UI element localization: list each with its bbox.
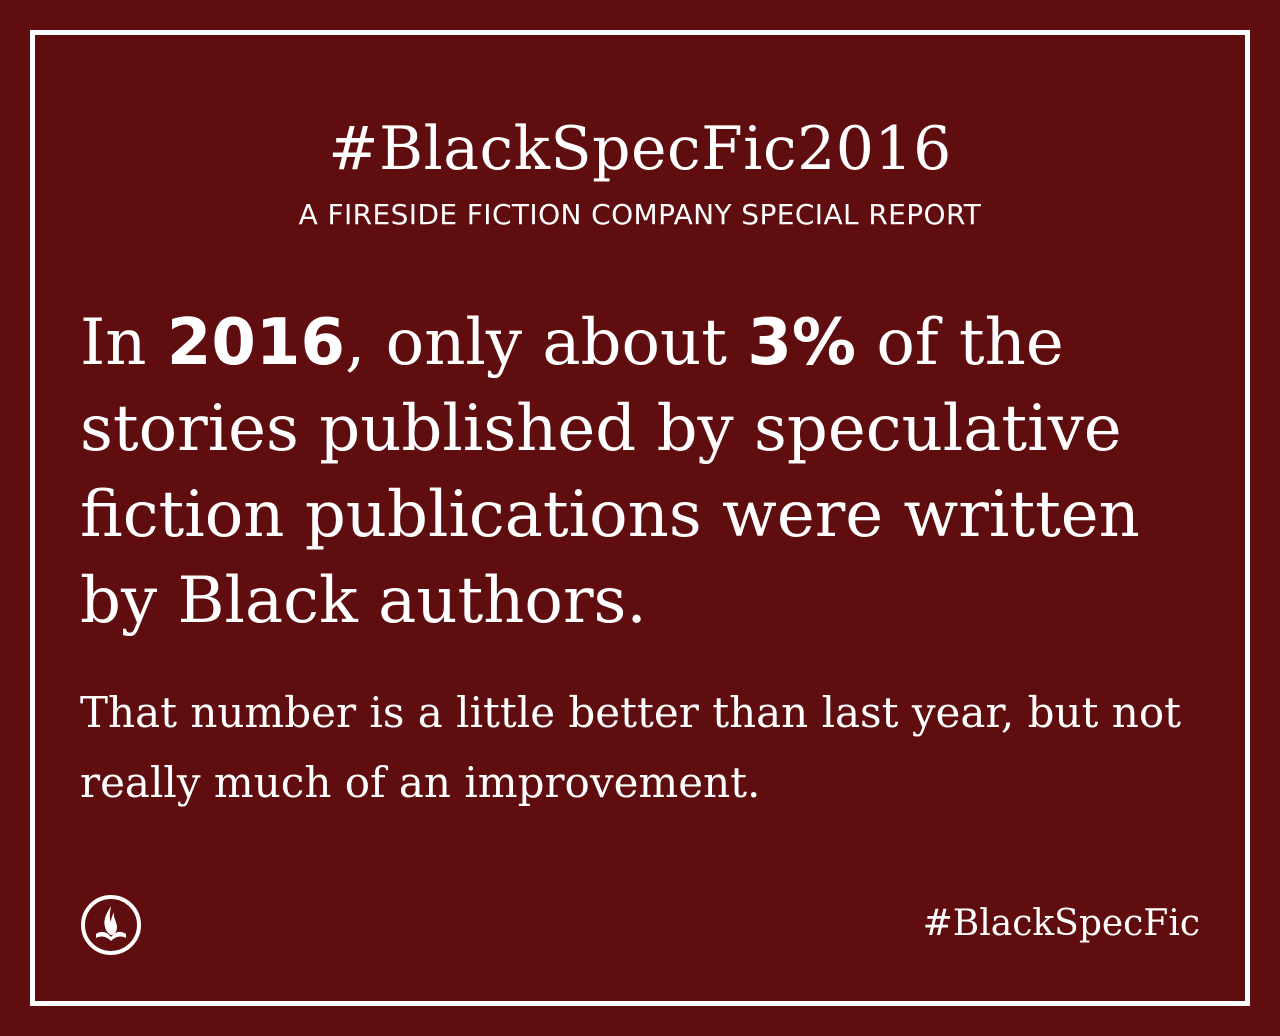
supporting-statement: That number is a little better than last… — [80, 688, 1181, 807]
border-frame — [30, 30, 1250, 1006]
headline-text-3: of the stories published by speculative … — [80, 306, 1140, 638]
headline-statement: In 2016, only about 3% of the stories pu… — [80, 300, 1230, 644]
report-title: #BlackSpecFic2016 — [328, 114, 952, 184]
headline-percent: 3% — [747, 306, 856, 380]
report-subtitle: A FIRESIDE FICTION COMPANY SPECIAL REPOR… — [298, 198, 982, 231]
fireside-flame-book-icon — [80, 894, 142, 956]
headline-text-2: , only about — [344, 306, 748, 380]
footer-hashtag: #BlackSpecFic — [922, 903, 1200, 944]
headline-year: 2016 — [166, 306, 345, 380]
headline-text-1: In — [80, 306, 167, 380]
